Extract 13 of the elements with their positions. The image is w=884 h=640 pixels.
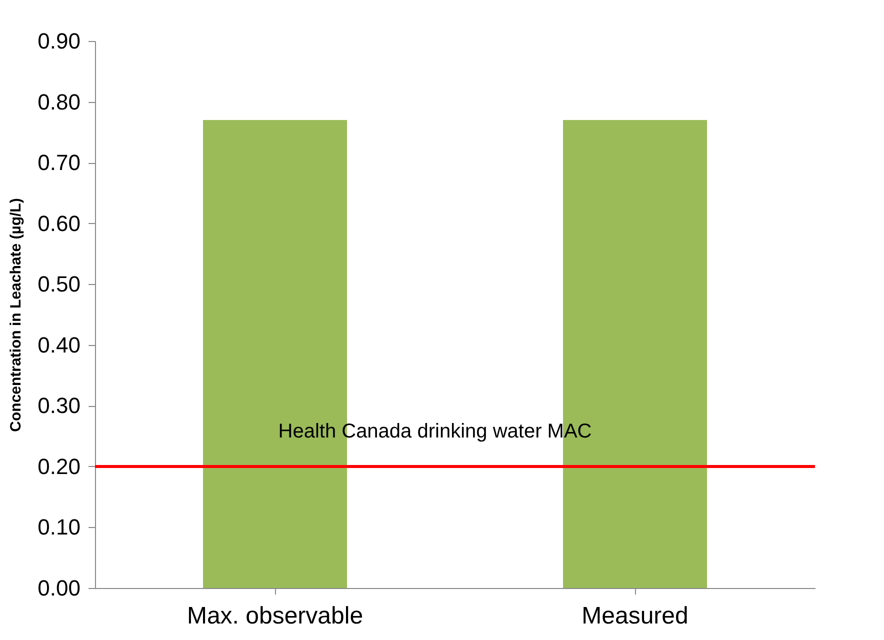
x-tick-label: Max. observable (186, 602, 364, 630)
y-tick-label: 0.70 (38, 150, 80, 176)
y-tick-label: 0.20 (38, 454, 80, 479)
y-tick-label: 0.90 (38, 28, 80, 54)
y-tick-label: 0.30 (38, 393, 80, 418)
y-tick-label: 0.50 (38, 272, 80, 297)
y-tick-label: 0.10 (38, 514, 80, 540)
y-tick-label: 0.60 (38, 210, 80, 236)
y-tick-label: 0.40 (38, 332, 80, 358)
x-tick-label: Measured (582, 602, 688, 630)
y-tick-label: 0.00 (38, 576, 80, 600)
y-axis-title: Concentration in Leachate (µg/L) (8, 198, 25, 432)
y-tick-label: 0.80 (38, 89, 80, 114)
